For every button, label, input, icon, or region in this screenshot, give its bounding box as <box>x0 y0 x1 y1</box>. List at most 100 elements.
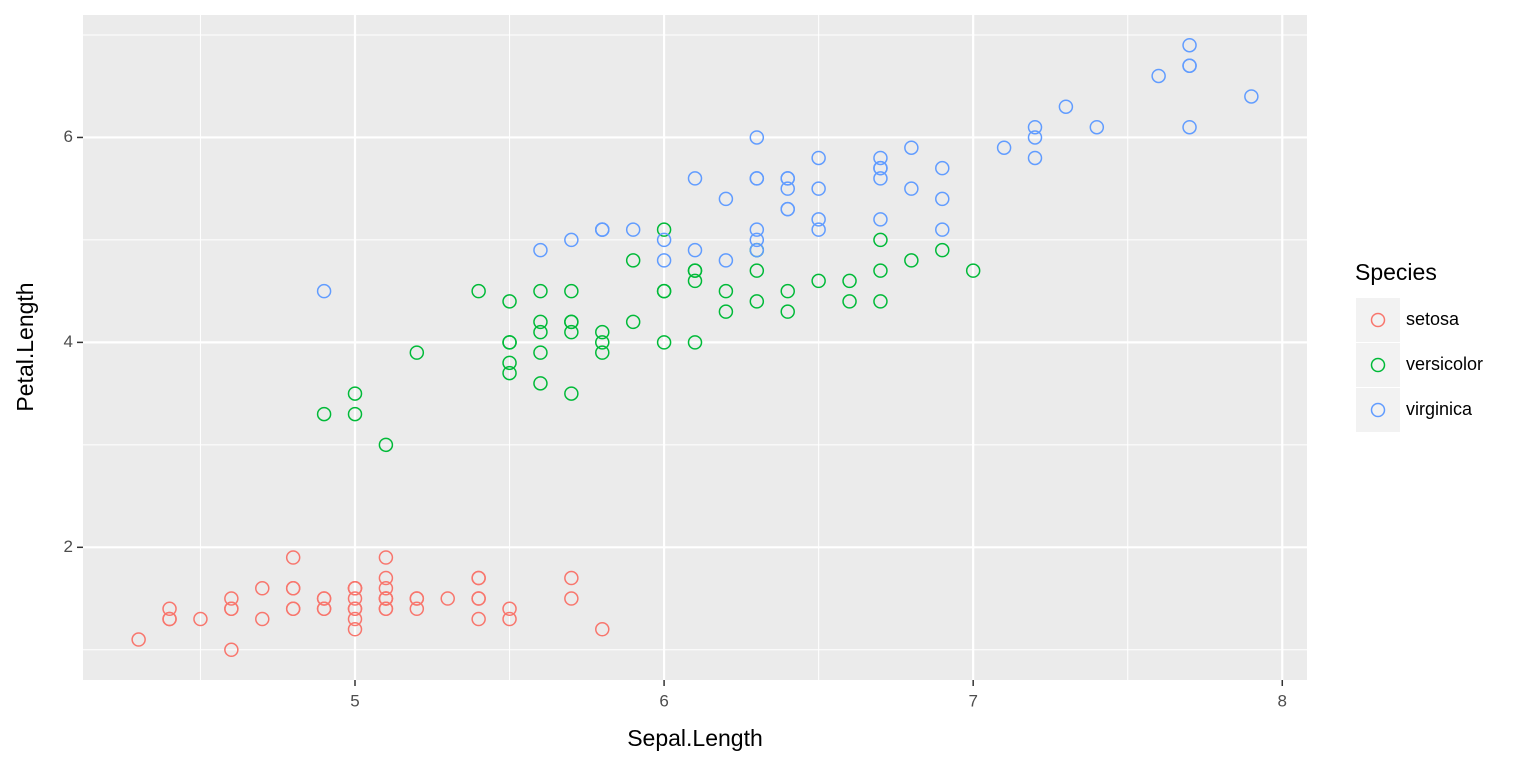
point <box>718 304 734 319</box>
point <box>378 601 394 617</box>
point <box>471 611 486 627</box>
point <box>687 335 703 350</box>
point <box>965 263 981 278</box>
point <box>873 294 888 309</box>
point <box>749 294 765 309</box>
point <box>656 253 672 268</box>
point <box>935 160 950 176</box>
point <box>285 581 301 596</box>
point <box>224 642 239 658</box>
point <box>656 232 672 248</box>
point <box>780 283 795 299</box>
point <box>285 550 301 565</box>
point <box>780 304 795 319</box>
point <box>1027 150 1043 166</box>
legend: setosa versicolor virginica <box>1356 298 1483 432</box>
point <box>780 171 795 186</box>
point <box>316 406 332 422</box>
point <box>347 611 363 627</box>
point <box>316 601 332 617</box>
point <box>780 181 795 196</box>
point <box>224 591 239 606</box>
point <box>873 232 888 248</box>
point <box>687 273 703 289</box>
point <box>409 345 425 360</box>
point <box>749 171 765 186</box>
point <box>811 150 826 166</box>
point <box>564 314 579 330</box>
point <box>409 591 425 606</box>
x-tick-label: 6 <box>659 691 668 710</box>
point <box>347 406 363 422</box>
point <box>842 294 857 309</box>
point <box>440 591 455 606</box>
x-tick-label: 7 <box>968 691 977 710</box>
point <box>316 283 332 299</box>
point <box>533 376 548 391</box>
point <box>873 171 888 186</box>
point <box>471 591 486 606</box>
point <box>533 283 548 299</box>
point <box>904 253 919 268</box>
point <box>1027 119 1043 135</box>
point <box>1058 99 1074 114</box>
point <box>1027 130 1043 145</box>
point <box>193 611 208 627</box>
x-axis-title: Sepal.Length <box>627 725 763 751</box>
point <box>749 222 765 237</box>
point <box>502 611 517 627</box>
legend-key <box>1356 388 1400 432</box>
point <box>564 386 579 401</box>
point <box>471 283 486 299</box>
legend-symbol <box>1370 357 1386 373</box>
point <box>533 324 548 340</box>
point <box>347 591 363 606</box>
point <box>873 212 888 227</box>
point <box>378 581 394 596</box>
point <box>718 191 734 207</box>
legend-label: setosa <box>1406 309 1460 329</box>
point <box>935 191 950 207</box>
legend-label: versicolor <box>1406 354 1483 374</box>
point <box>873 263 888 278</box>
grid <box>83 15 1307 680</box>
point <box>564 591 579 606</box>
x-tick-label: 8 <box>1278 691 1287 710</box>
point <box>533 345 548 360</box>
point <box>749 242 765 258</box>
point <box>687 242 703 258</box>
point <box>502 365 517 381</box>
y-tick-label: 4 <box>64 332 73 351</box>
point <box>471 570 486 586</box>
point <box>378 591 394 606</box>
point <box>904 181 919 196</box>
point <box>285 601 301 617</box>
point <box>625 314 641 330</box>
point <box>502 294 517 309</box>
x-tick-label: 5 <box>350 691 359 710</box>
point <box>749 263 765 278</box>
point <box>687 171 703 186</box>
point <box>595 345 610 360</box>
point <box>935 242 950 258</box>
point <box>873 160 888 176</box>
point <box>162 611 177 627</box>
point <box>1182 58 1197 73</box>
point <box>378 437 394 453</box>
point <box>316 591 332 606</box>
legend-key <box>1356 343 1400 387</box>
point <box>533 314 548 330</box>
point <box>564 283 579 299</box>
point <box>842 273 857 289</box>
panel <box>83 15 1307 680</box>
point <box>564 324 579 340</box>
point <box>935 222 950 237</box>
point <box>996 140 1012 155</box>
legend-key <box>1356 298 1400 342</box>
point <box>347 622 363 637</box>
y-axis-title: Petal.Length <box>12 282 38 411</box>
point <box>595 324 610 340</box>
axes: 5 6 7 8 2 4 6 <box>64 127 1287 711</box>
point <box>347 601 363 617</box>
